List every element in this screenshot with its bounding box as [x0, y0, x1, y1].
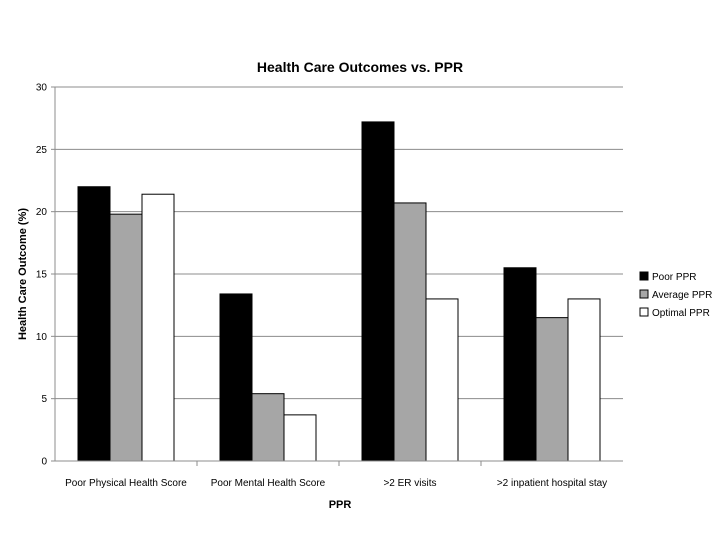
bar	[141, 193, 175, 462]
x-category-label: Poor Mental Health Score	[211, 478, 326, 489]
bar	[283, 414, 317, 462]
bar	[393, 202, 427, 462]
bar	[219, 293, 253, 462]
chart-title: Health Care Outcomes vs. PPR	[257, 59, 463, 75]
x-axis-label: PPR	[329, 499, 352, 511]
legend-label: Optimal PPR	[652, 308, 710, 319]
x-category-label: Poor Physical Health Score	[65, 478, 187, 489]
y-axis-ticks: 0 5 10 15 20 25 30	[36, 83, 55, 468]
bar	[567, 298, 601, 462]
bar	[77, 186, 111, 462]
y-tick-label: 10	[36, 332, 48, 343]
y-tick-label: 5	[41, 394, 47, 405]
y-tick-label: 20	[36, 207, 48, 218]
legend-swatch	[639, 289, 649, 299]
x-category-label: >2 ER visits	[383, 478, 436, 489]
bar	[109, 213, 143, 462]
bars	[77, 121, 601, 462]
y-tick-label: 15	[36, 270, 48, 281]
legend-label: Poor PPR	[652, 272, 696, 283]
y-tick-label: 25	[36, 145, 48, 156]
legend: Poor PPR Average PPR Optimal PPR	[639, 271, 712, 319]
bar	[503, 267, 537, 462]
bar	[361, 121, 395, 462]
bar	[251, 393, 285, 462]
y-tick-label: 0	[41, 457, 47, 468]
legend-swatch	[639, 307, 649, 317]
bar	[535, 317, 569, 462]
x-axis-categories: Poor Physical Health Score Poor Mental He…	[65, 461, 607, 489]
bar	[425, 298, 459, 462]
y-axis-label: Health Care Outcome (%)	[17, 208, 29, 340]
legend-label: Average PPR	[652, 290, 712, 301]
x-category-label: >2 inpatient hospital stay	[497, 478, 607, 489]
y-tick-label: 30	[36, 83, 48, 94]
legend-swatch	[639, 271, 649, 281]
